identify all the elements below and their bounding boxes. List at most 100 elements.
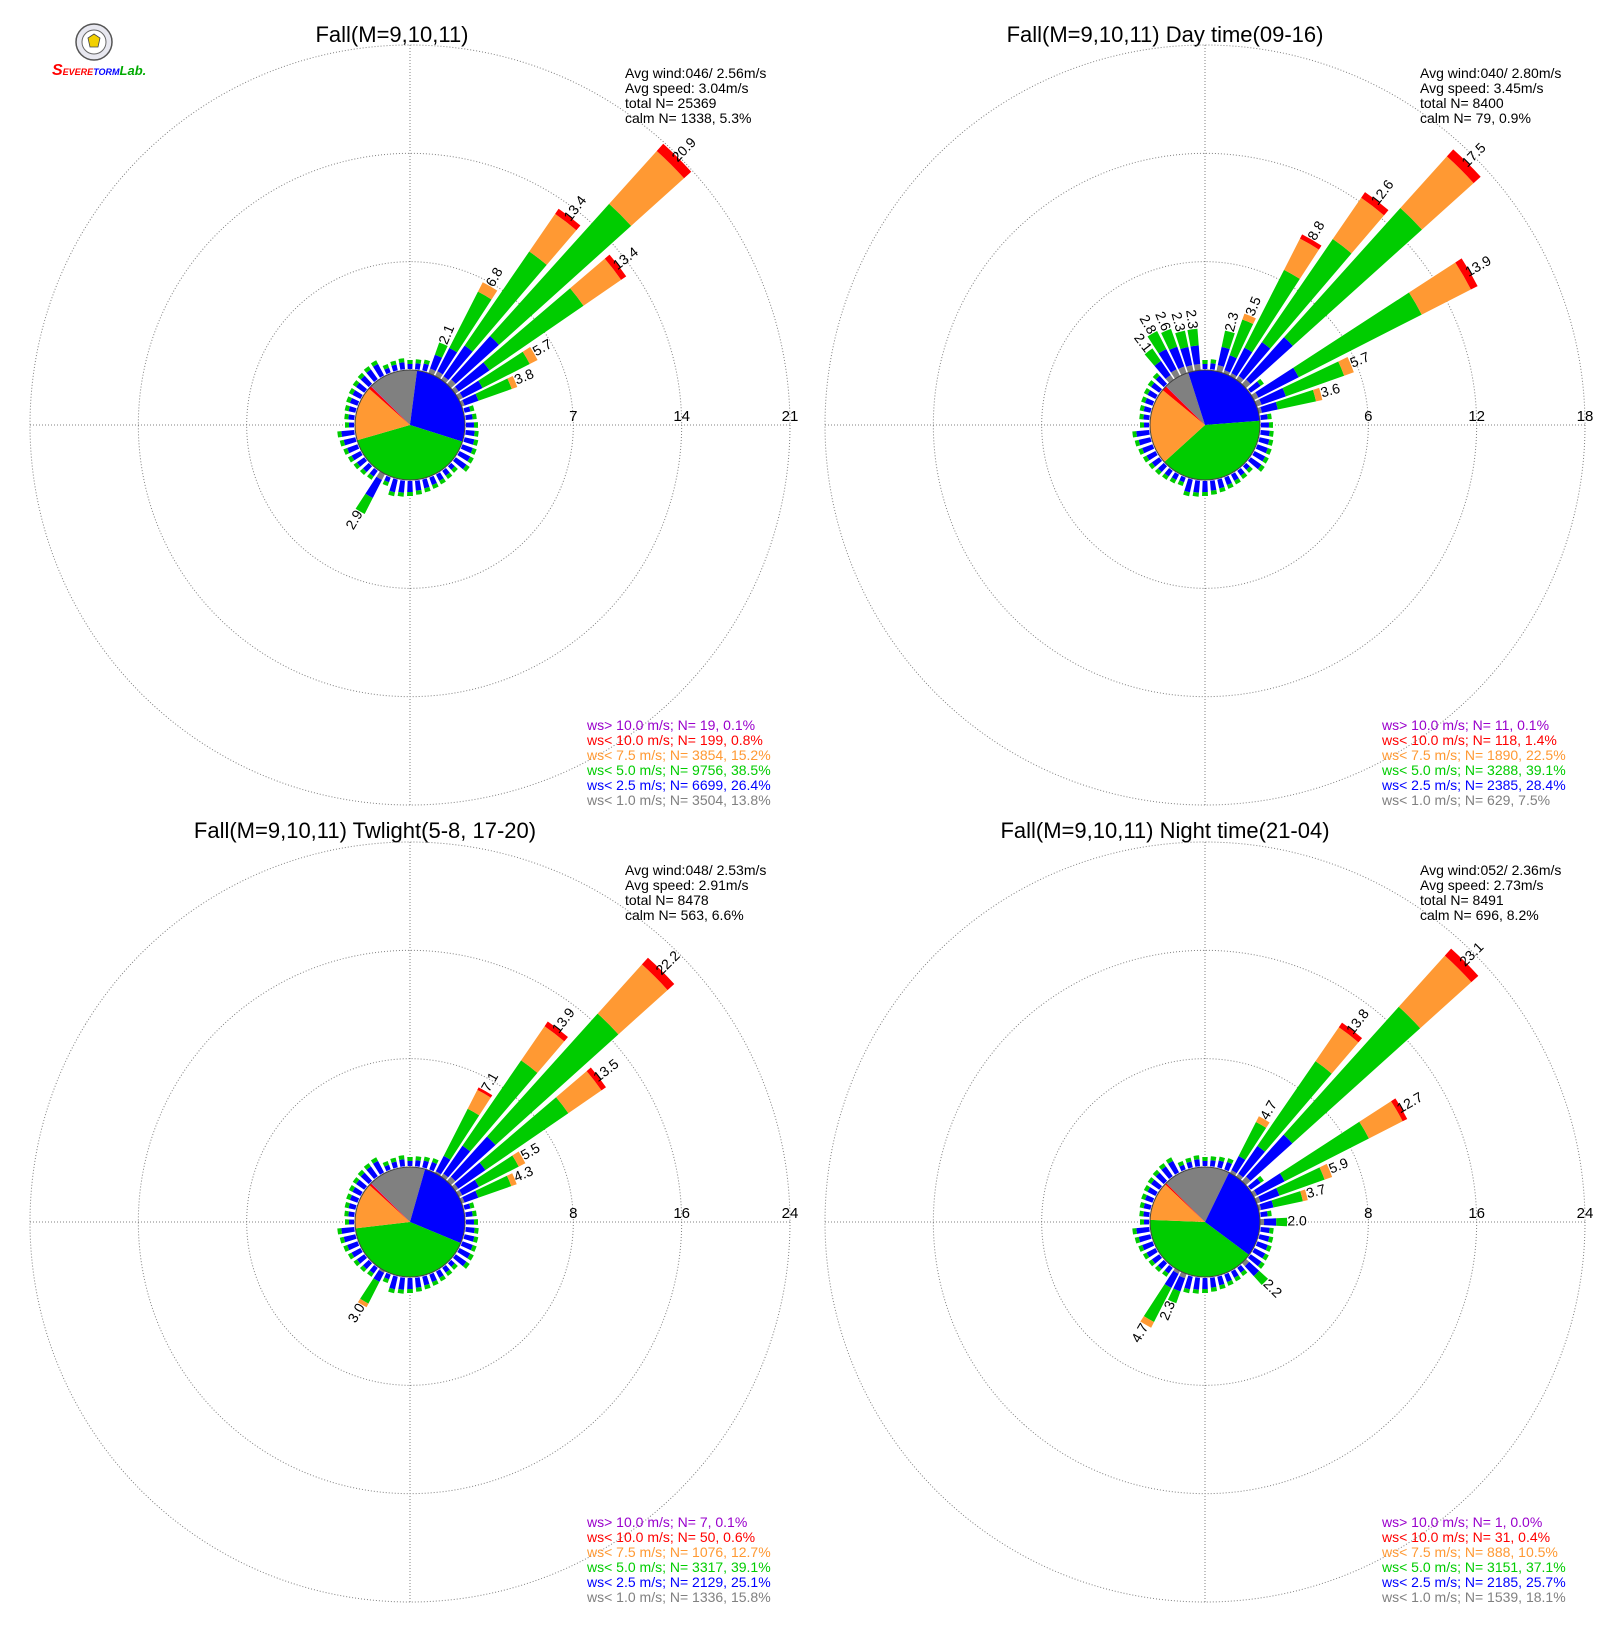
minor-petal	[1143, 1211, 1150, 1218]
minor-petal	[1247, 1178, 1261, 1190]
minor-petal	[1186, 1161, 1193, 1169]
hub-slice	[410, 370, 466, 442]
minor-petal-tip	[397, 491, 404, 497]
petal-label: 5.7	[1348, 348, 1372, 370]
petal-segment	[1193, 363, 1201, 371]
legend-entry: ws< 10.0 m/s; N= 50, 0.6%	[586, 1529, 755, 1545]
petal-segment	[1338, 357, 1354, 376]
minor-petal	[463, 1234, 475, 1242]
minor-petal	[1260, 422, 1269, 428]
legend-entry: ws< 5.0 m/s; N= 3317, 39.1%	[586, 1559, 771, 1575]
wind-rose-panel-2: Fall(M=9,10,11) Day time(09-16)6 12 182.12…	[824, 22, 1593, 808]
petal-label: 4.3	[511, 1162, 535, 1184]
petal-segment	[1276, 1167, 1325, 1196]
minor-petal-tip	[1267, 1210, 1272, 1217]
legend-entry: ws< 5.0 m/s; N= 3151, 37.1%	[1381, 1559, 1566, 1575]
petal-segment	[1455, 258, 1478, 290]
legend-entry: ws< 10.0 m/s; N= 118, 1.4%	[1381, 732, 1557, 748]
minor-petal-tip	[1147, 1177, 1155, 1185]
minor-petal-tip	[1142, 455, 1150, 463]
minor-petal	[1260, 429, 1270, 437]
minor-petal	[414, 363, 421, 370]
minor-petal-tip	[1265, 448, 1272, 455]
minor-petal	[1151, 1254, 1163, 1264]
petal-segment	[443, 345, 473, 381]
minor-petal	[360, 1172, 373, 1185]
minor-petal	[407, 480, 413, 492]
minor-petal	[435, 1269, 444, 1278]
minor-petal-tip	[1269, 1227, 1274, 1234]
minor-petal	[1147, 390, 1158, 400]
petal-segment	[1154, 360, 1171, 379]
legend-entry: ws< 5.0 m/s; N= 3288, 39.1%	[1381, 762, 1566, 778]
minor-petal-tip	[398, 1155, 405, 1160]
minor-petal	[373, 1160, 385, 1175]
minor-petal-tip	[1210, 490, 1218, 495]
minor-petal-tip	[388, 1287, 395, 1294]
minor-petal-tip	[424, 487, 431, 493]
legend-entry: ws< 1.0 m/s; N= 1336, 15.8%	[586, 1589, 771, 1605]
minor-petal-tip	[424, 1284, 431, 1290]
minor-petal	[442, 467, 450, 476]
minor-petal-tip	[1143, 388, 1151, 395]
minor-petal	[414, 1160, 421, 1167]
petal-segment	[529, 213, 577, 265]
minor-petal-tip	[1140, 422, 1145, 428]
petal-segment	[459, 1179, 479, 1196]
minor-petal-tip	[382, 1160, 390, 1167]
grid-ring	[246, 261, 574, 589]
petal-segment	[1236, 1173, 1244, 1181]
petal-segment	[459, 380, 483, 399]
minor-petal	[1144, 398, 1155, 406]
info-line: calm N= 696, 8.2%	[1420, 907, 1539, 923]
petal-segment	[1255, 1116, 1270, 1128]
ring-label: 16	[673, 1205, 690, 1222]
minor-petal	[356, 382, 368, 393]
petal-segment	[477, 282, 498, 300]
minor-petal	[1164, 1264, 1173, 1274]
minor-petal-tip	[1202, 1288, 1208, 1293]
minor-petal-tip	[1132, 431, 1138, 438]
petal-segment	[467, 1089, 491, 1116]
petal-segment	[451, 386, 459, 394]
lab-logo-text: SEVERETORMLab.	[52, 62, 147, 79]
petal-segment	[1408, 262, 1471, 315]
info-line: calm N= 79, 0.9%	[1420, 110, 1531, 126]
petal-label: 2.3	[1221, 310, 1242, 333]
petal-segment	[1245, 1134, 1293, 1182]
hub-slice	[355, 1222, 461, 1277]
minor-petal-tip	[1177, 480, 1185, 487]
petal-segment	[1223, 370, 1231, 376]
hub-slice	[355, 388, 410, 441]
minor-petal-tip	[1185, 1157, 1192, 1163]
petal-segment	[360, 1278, 380, 1304]
minor-petal-tip	[1143, 1185, 1151, 1192]
petal-label: 2.1	[435, 322, 457, 346]
minor-petal	[1193, 480, 1201, 493]
minor-petal-tip	[1142, 1252, 1150, 1260]
minor-petal-tip	[1262, 456, 1269, 464]
minor-petal	[398, 1277, 406, 1290]
petal-segment	[1186, 365, 1194, 373]
petal-label: 2.0	[1287, 1213, 1307, 1229]
minor-petal	[429, 1272, 437, 1283]
minor-petal	[465, 414, 473, 421]
minor-petal	[1143, 1203, 1152, 1210]
minor-petal	[352, 390, 363, 400]
minor-petal	[349, 1195, 360, 1203]
petal-segment	[1175, 330, 1189, 349]
petal-segment	[1173, 1268, 1181, 1274]
minor-petal	[1217, 1275, 1225, 1286]
petal-segment	[641, 957, 675, 991]
info-line: Avg wind:048/ 2.53m/s	[625, 862, 766, 878]
minor-petal-tip	[343, 448, 350, 455]
minor-petal-tip	[1139, 404, 1145, 412]
minor-petal-tip	[390, 360, 397, 366]
petal-segment	[1293, 292, 1422, 378]
minor-petal	[1260, 1226, 1270, 1234]
lab-logo: SEVERETORMLab.	[52, 22, 146, 84]
minor-petal-tip	[367, 473, 374, 480]
info-line: total N= 8491	[1420, 892, 1504, 908]
minor-petal	[1217, 1160, 1224, 1169]
grid-ring	[1041, 1058, 1369, 1386]
